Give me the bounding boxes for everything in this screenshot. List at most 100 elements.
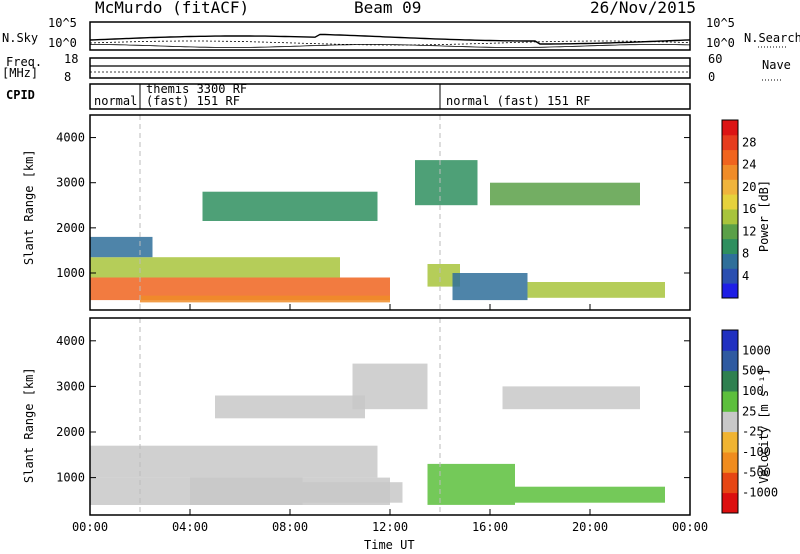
power-ytick-label: 3000 — [56, 176, 85, 190]
cpid-label: CPID — [6, 88, 35, 102]
velocity-colorbar-swatch — [722, 350, 738, 372]
velocity-ytick-label: 3000 — [56, 379, 85, 393]
freq-unit-label: [MHz] — [2, 66, 39, 80]
velocity-ytick-label: 4000 — [56, 334, 85, 348]
power-colorbar-tick-label: 4 — [742, 269, 749, 283]
power-heatmap-panel: 1000 2000 3000 4000 — [56, 114, 691, 311]
power-colorbar-tick-label: 24 — [742, 158, 756, 172]
cpid-segment-2-label2: (fast) 151 RF — [146, 94, 240, 108]
velocity-colorbar-frame — [721, 329, 739, 514]
velocity-colorbar-tick-label: -100 — [742, 445, 771, 459]
velocity-region — [215, 395, 365, 419]
power-region — [452, 273, 528, 301]
x-tick-label: 04:00 — [172, 520, 208, 534]
power-colorbar-swatch — [722, 164, 738, 180]
velocity-colorbar-swatch — [722, 370, 738, 392]
velocity-ytick-label: 1000 — [56, 471, 85, 485]
power-colorbar-tick-label: 8 — [742, 247, 749, 261]
x-tick-label: 00:00 — [672, 520, 708, 534]
power-ytick-label: 1000 — [56, 266, 85, 280]
power-region — [490, 182, 640, 206]
velocity-colorbar-tick-label: -500 — [742, 465, 771, 479]
power-colorbar-swatch — [722, 179, 738, 195]
freq-label: Freq. — [6, 55, 43, 69]
nsky-tick-low: 10^0 — [48, 36, 77, 50]
x-tick-label: 12:00 — [372, 520, 408, 534]
power-colorbar-swatch — [722, 283, 738, 299]
power-colorbar: 4 8 12 16 20 24 28 — [721, 119, 756, 299]
velocity-colorbar-swatch — [722, 452, 738, 473]
power-colorbar-swatch — [722, 194, 738, 210]
x-axis-label: Time UT — [364, 538, 415, 552]
velocity-region — [90, 445, 378, 478]
freq-tick-low: 8 — [64, 70, 72, 84]
nsearch-label: N.Search — [744, 31, 800, 45]
velocity-colorbar-swatch — [722, 492, 738, 514]
nsky-strip-frame — [89, 21, 691, 51]
velocity-colorbar-swatch — [722, 472, 738, 494]
velocity-region — [352, 363, 428, 410]
power-ytick-label: 2000 — [56, 221, 85, 235]
nave-tick-low: 0 — [708, 70, 716, 84]
velocity-region — [302, 482, 403, 503]
power-colorbar-swatch — [722, 134, 738, 151]
velocity-ytick-label: 2000 — [56, 425, 85, 439]
strip-panels — [89, 21, 786, 110]
nave-label: Nave — [762, 58, 791, 72]
velocity-colorbar-swatch — [722, 330, 738, 351]
power-colorbar-tick-label: 28 — [742, 135, 756, 149]
power-colorbar-swatch — [722, 120, 738, 136]
power-colorbar-swatch — [722, 209, 738, 225]
velocity-heatmap-panel: 1000 2000 3000 4000 00:00 04:00 08:00 12:00 16:0… — [56, 317, 708, 534]
power-region — [90, 257, 340, 278]
velocity-colorbar-swatch — [722, 431, 738, 453]
power-colorbar-frame — [721, 119, 739, 299]
velocity-colorbar-tick-label: 25 — [742, 404, 756, 418]
nsearch-tick-high: 10^5 — [706, 16, 735, 30]
velocity-colorbar-tick-label: 500 — [742, 364, 764, 378]
date-title: 26/Nov/2015 — [590, 0, 696, 17]
cpid-segment-3-label: normal (fast) 151 RF — [446, 94, 591, 108]
station-title: McMurdo (fitACF) — [95, 0, 250, 17]
velocity-region — [515, 486, 665, 503]
power-ytick-label: 4000 — [56, 131, 85, 145]
velocity-colorbar-tick-label: -25 — [742, 425, 764, 439]
velocity-colorbar-tick-label: 1000 — [742, 343, 771, 357]
power-region — [427, 264, 460, 287]
nsky-curve-2 — [90, 44, 691, 48]
freq-tick-high: 18 — [64, 52, 79, 66]
power-region — [90, 277, 390, 301]
power-region — [527, 282, 665, 298]
nsky-tick-high: 10^5 — [48, 16, 77, 30]
power-colorbar-tick-label: 20 — [742, 180, 756, 194]
power-region — [90, 236, 153, 258]
power-region — [415, 160, 478, 206]
power-colorbar-tick-label: 16 — [742, 202, 756, 216]
power-colorbar-swatch — [722, 149, 738, 165]
beam-title: Beam 09 — [354, 0, 422, 17]
power-region — [202, 191, 378, 221]
freq-strip-frame — [89, 57, 691, 79]
nsearch-tick-low: 10^0 — [706, 36, 735, 50]
power-colorbar-swatch — [722, 253, 738, 269]
nave-tick-high: 60 — [708, 52, 723, 66]
velocity-colorbar-swatch — [722, 411, 738, 433]
velocity-region — [190, 477, 303, 505]
velocity-region — [427, 463, 515, 505]
power-colorbar-swatch — [722, 268, 738, 284]
nsky-curve — [89, 33, 691, 45]
power-colorbar-tick-label: 12 — [742, 224, 756, 238]
nsky-label: N.Sky — [2, 31, 39, 45]
power-region — [140, 295, 390, 303]
velocity-region — [502, 386, 640, 410]
x-tick-label: 00:00 — [72, 520, 108, 534]
x-tick-label: 20:00 — [572, 520, 608, 534]
power-colorbar-swatch — [722, 223, 738, 240]
velocity-colorbar: -1000 -500 -100 -25 25 100 500 1000 — [721, 329, 778, 514]
x-tick-label: 08:00 — [272, 520, 308, 534]
velocity-colorbar-swatch — [722, 391, 738, 412]
power-colorbar-swatch — [722, 238, 738, 254]
cpid-segment-2-label: themis 3300 RF — [146, 82, 248, 96]
velocity-colorbar-tick-label: 100 — [742, 384, 764, 398]
